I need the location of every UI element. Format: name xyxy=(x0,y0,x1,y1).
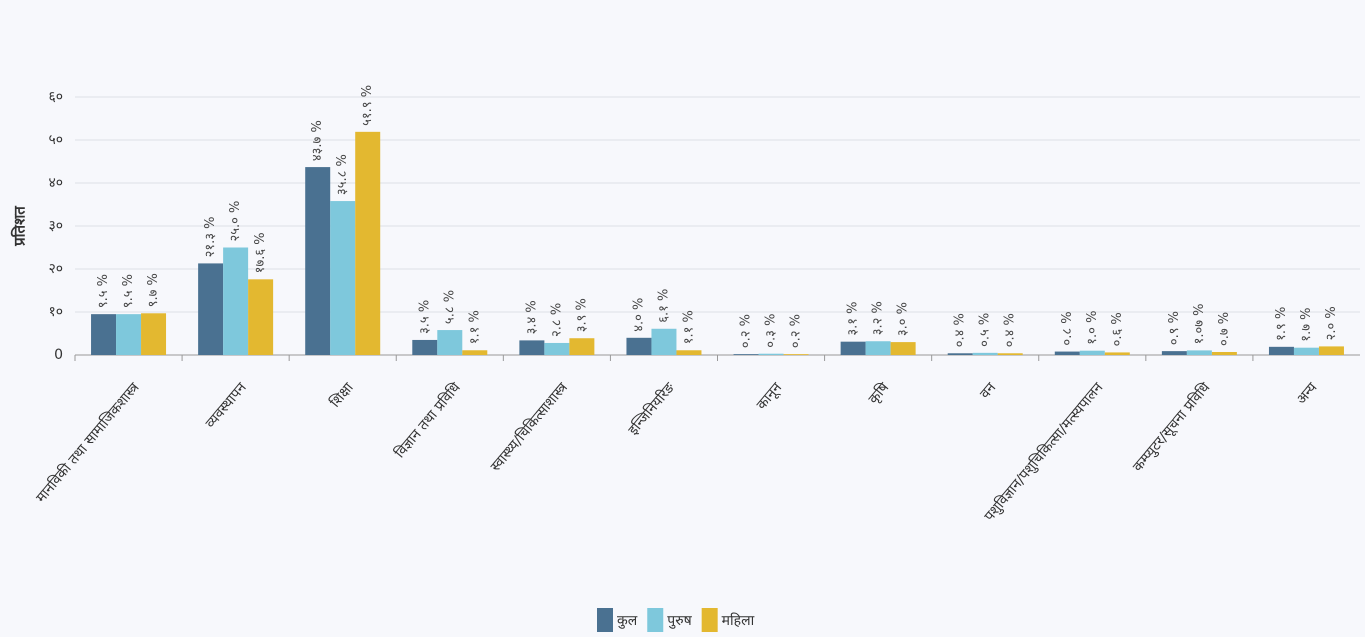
bar xyxy=(1186,350,1212,355)
value-label: ०.४ % xyxy=(953,313,968,347)
bar xyxy=(519,340,545,355)
bar xyxy=(840,341,866,355)
value-label: २५.० % xyxy=(228,201,243,242)
value-label: ०.८ % xyxy=(1060,311,1075,345)
legend-label: पुरुष xyxy=(667,613,692,629)
bar xyxy=(947,353,973,355)
y-tick-label: ६० xyxy=(48,89,63,105)
value-label: ३५.८ % xyxy=(335,154,350,195)
y-tick-label: १० xyxy=(48,304,63,320)
y-tick-label: ५० xyxy=(48,132,63,148)
value-label: ०.३ % xyxy=(764,314,779,348)
bar xyxy=(651,328,677,355)
legend-label: महिला xyxy=(722,612,755,629)
value-label: ३.० % xyxy=(896,302,911,336)
value-label: ३.९ % xyxy=(574,298,589,332)
bar xyxy=(865,341,891,355)
legend-label: कुल xyxy=(617,613,638,629)
value-label: ५.८ % xyxy=(442,290,457,324)
value-label: ९.५ % xyxy=(121,274,136,308)
bar xyxy=(544,342,570,355)
bar xyxy=(890,342,916,355)
value-label: ०.७ % xyxy=(1217,312,1232,346)
value-label: ०.२ % xyxy=(789,314,804,348)
value-label: ३.१ % xyxy=(846,302,861,336)
value-label: १.९ % xyxy=(1274,307,1289,341)
value-label: ०.६ % xyxy=(1110,312,1125,346)
value-label: ३.२ % xyxy=(871,301,886,335)
value-label: १.१ % xyxy=(681,310,696,344)
bar xyxy=(1054,351,1080,355)
bar xyxy=(248,279,274,355)
y-tick-label: ४० xyxy=(48,175,63,191)
bar xyxy=(355,131,381,355)
bar xyxy=(1293,347,1319,355)
value-label: ५१.९ % xyxy=(360,85,375,126)
bar xyxy=(733,354,759,355)
value-label: १.७ % xyxy=(1299,308,1314,342)
value-label: ३.५ % xyxy=(417,300,432,334)
value-label: ०.२ % xyxy=(739,314,754,348)
bar xyxy=(141,313,167,355)
y-tick-label: 0 xyxy=(54,347,63,363)
value-label: २.८ % xyxy=(549,303,564,337)
y-tick-label: ३० xyxy=(48,218,63,234)
bar xyxy=(1079,350,1105,355)
value-label: ०.४ % xyxy=(1003,313,1018,347)
y-tick-label: २० xyxy=(48,261,63,277)
value-label: १.०७ % xyxy=(1192,303,1207,344)
value-label: १.१ % xyxy=(467,310,482,344)
value-label: २१.३ % xyxy=(203,217,218,258)
bar xyxy=(223,247,249,355)
bar xyxy=(972,352,998,355)
value-label: ९.७ % xyxy=(146,273,161,307)
bar xyxy=(412,339,438,355)
bar xyxy=(676,350,702,355)
value-label: ०.५ % xyxy=(978,313,993,347)
bar xyxy=(437,330,463,355)
bar xyxy=(1211,351,1237,355)
value-label: ९.५ % xyxy=(96,274,111,308)
value-label: ४.० % xyxy=(631,298,646,332)
bar xyxy=(1104,352,1130,355)
legend-swatch xyxy=(597,608,613,632)
value-label: २.० % xyxy=(1324,306,1339,340)
value-label: ३.४ % xyxy=(524,300,539,334)
value-label: ०.९ % xyxy=(1167,311,1182,345)
legend-swatch xyxy=(701,608,718,632)
value-label: ४३.७ % xyxy=(310,120,325,161)
value-label: ६.१ % xyxy=(656,289,671,323)
bar xyxy=(198,263,224,355)
bar xyxy=(997,353,1023,355)
bar xyxy=(462,350,488,355)
bar xyxy=(626,337,652,355)
bar xyxy=(758,353,784,355)
bar xyxy=(116,314,142,355)
bar xyxy=(305,167,331,355)
bar xyxy=(569,338,595,355)
bar xyxy=(783,354,809,355)
value-label: १७.६ % xyxy=(253,232,268,273)
legend-swatch xyxy=(647,608,664,632)
bar xyxy=(330,201,356,355)
bar xyxy=(1318,346,1344,355)
bar xyxy=(1161,351,1187,355)
y-axis-label: प्रतिशत xyxy=(11,205,29,247)
bar xyxy=(91,314,117,355)
value-label: १.० % xyxy=(1085,311,1100,345)
bar xyxy=(1268,346,1294,355)
